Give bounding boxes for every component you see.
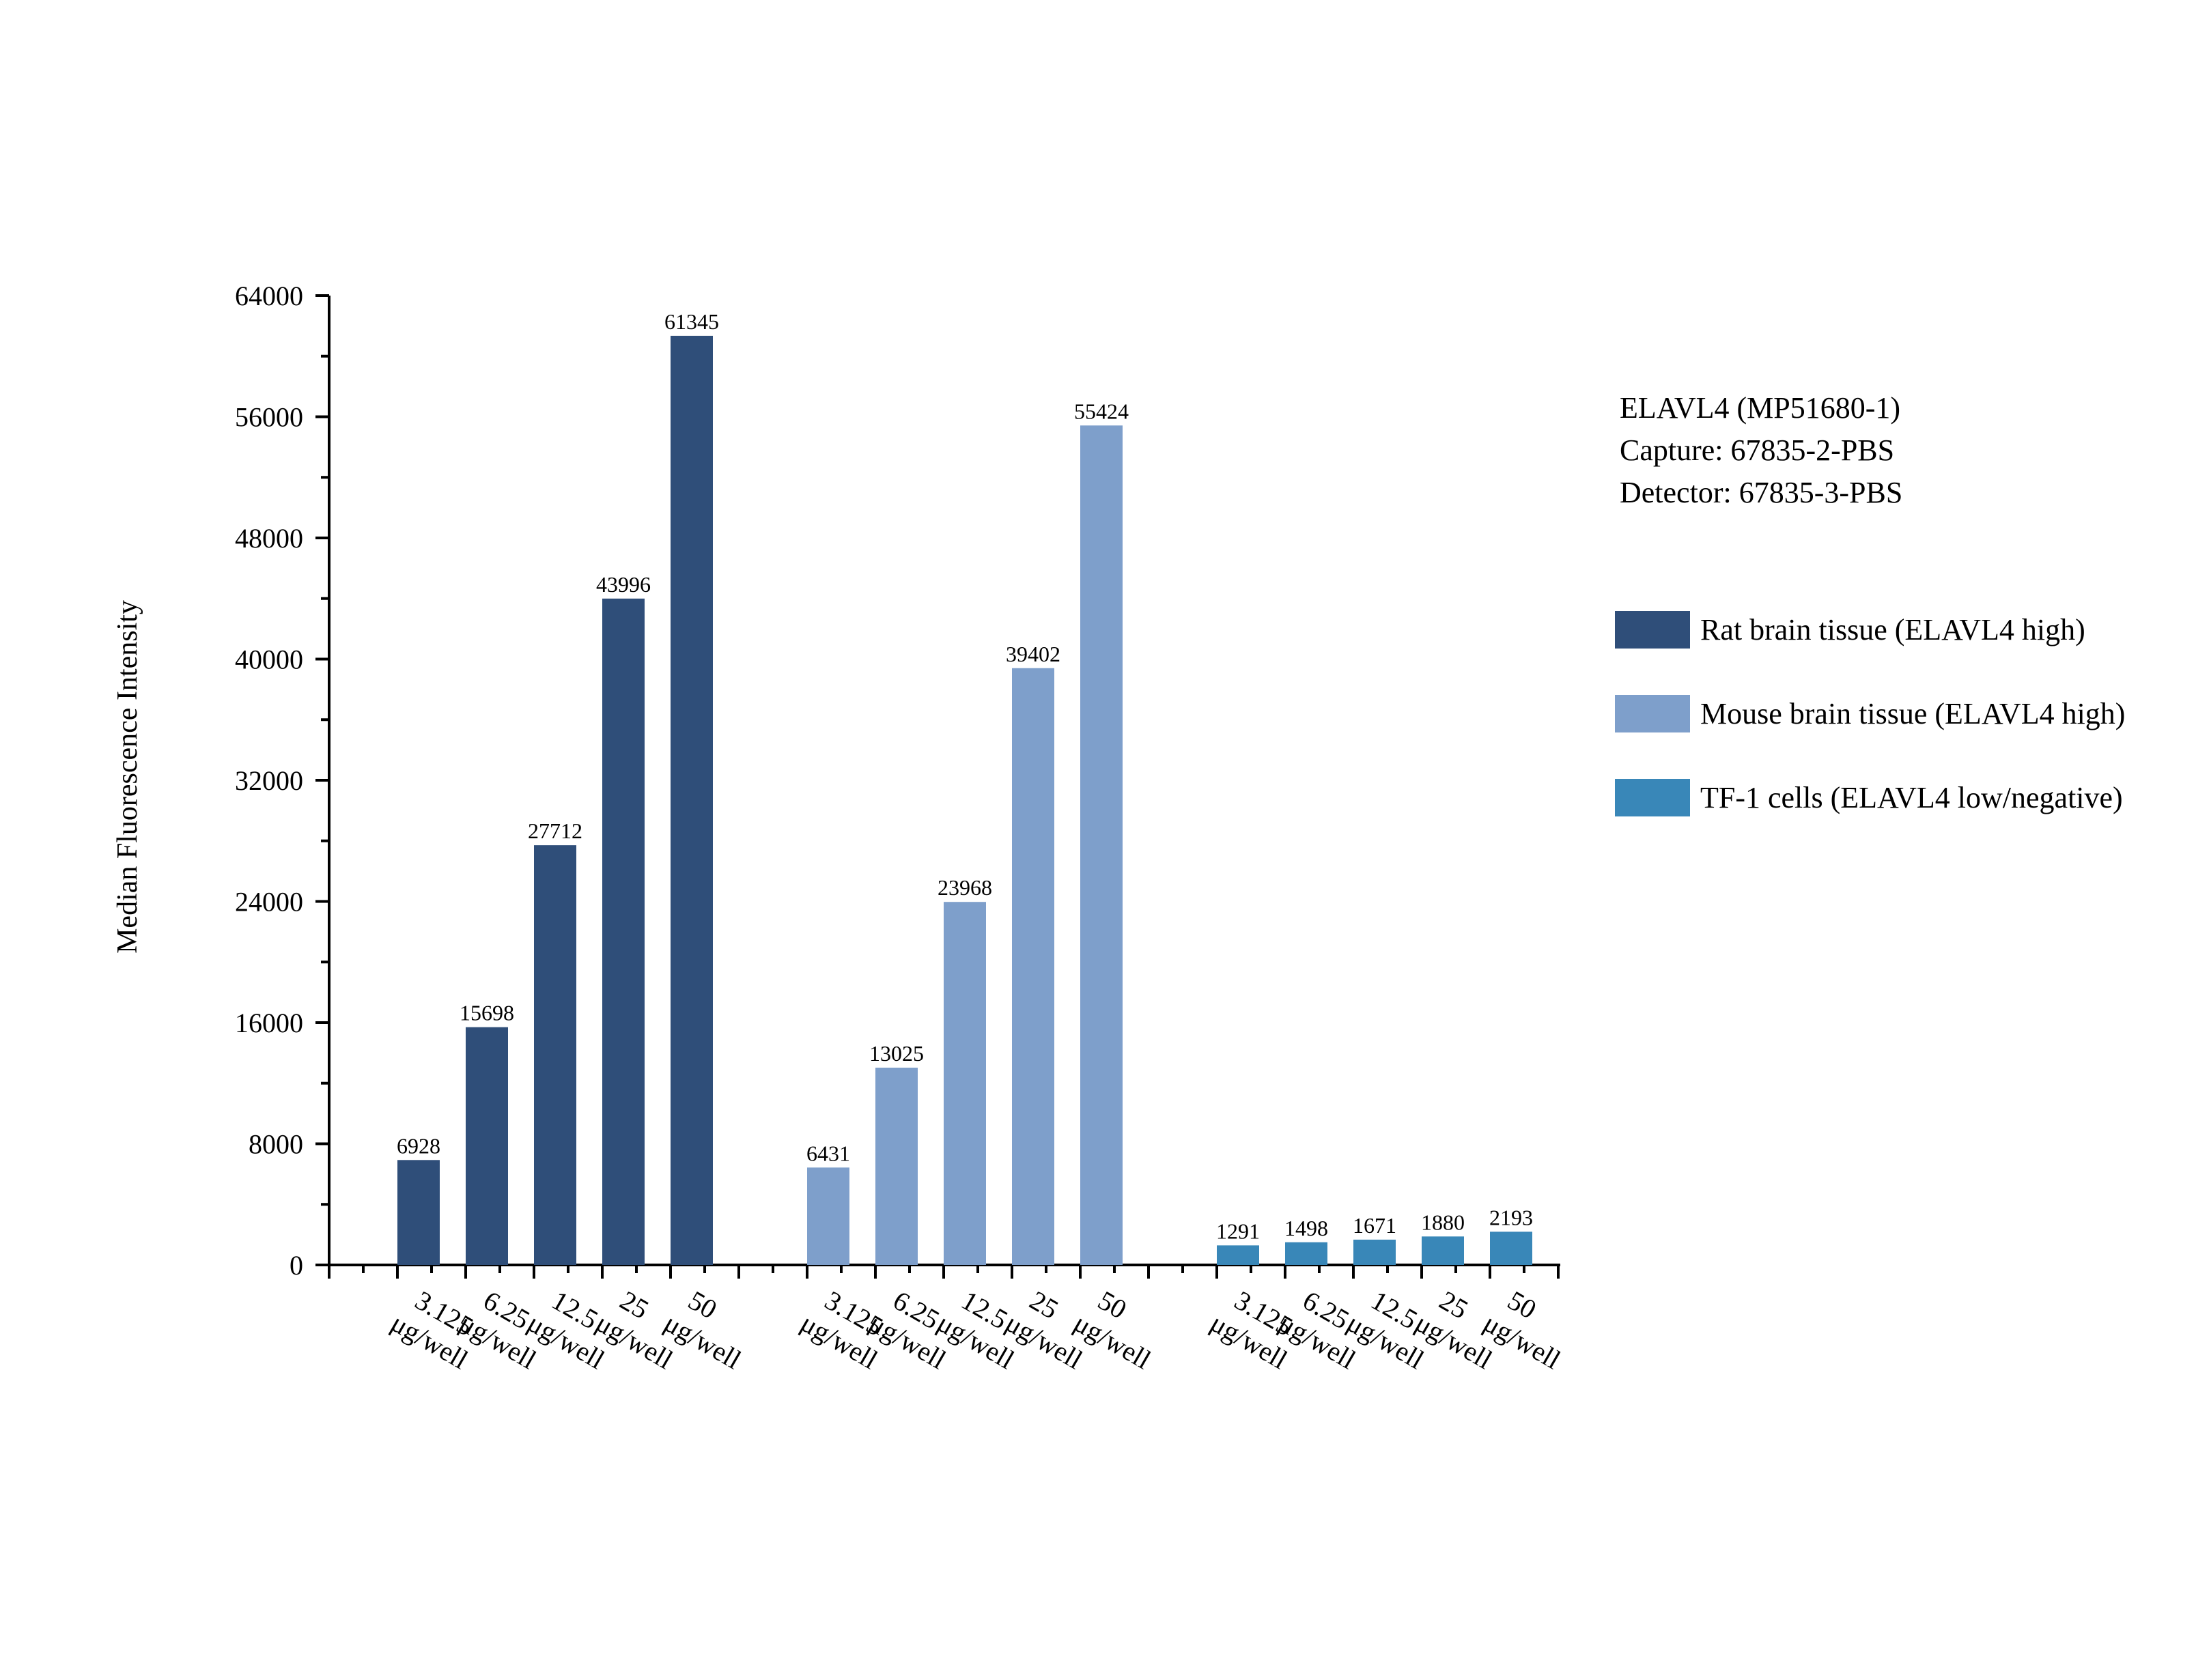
bar-value-label: 39402 bbox=[1006, 642, 1060, 666]
bar-value-label: 2193 bbox=[1489, 1205, 1533, 1229]
bar-value-label: 27712 bbox=[528, 818, 582, 843]
legend-swatch bbox=[1615, 779, 1690, 816]
bar-value-label: 23968 bbox=[938, 875, 992, 900]
bar bbox=[875, 1068, 918, 1265]
bar-value-label: 43996 bbox=[596, 572, 651, 597]
y-axis-label: Median Fluorescence Intensity bbox=[112, 600, 143, 954]
bar-value-label: 13025 bbox=[869, 1041, 924, 1066]
bar bbox=[1217, 1245, 1259, 1265]
y-tick-label: 16000 bbox=[235, 1008, 303, 1038]
annotation-line: Capture: 67835-2-PBS bbox=[1620, 433, 1894, 467]
annotation-line: Detector: 67835-3-PBS bbox=[1620, 476, 1902, 509]
value-labels-layer: 6928 15698 27712 43996 61345 6431 13025 23968 39… bbox=[397, 309, 1533, 1243]
bar-value-label: 1498 bbox=[1284, 1216, 1328, 1240]
bar bbox=[1422, 1236, 1464, 1265]
y-tick-label: 64000 bbox=[235, 281, 303, 311]
bar bbox=[671, 335, 713, 1265]
bar-value-label: 1880 bbox=[1421, 1210, 1465, 1234]
legend-swatch bbox=[1615, 611, 1690, 649]
y-tick-label: 56000 bbox=[235, 402, 303, 433]
bar bbox=[807, 1167, 849, 1265]
legend-label: TF-1 cells (ELAVL4 low/negative) bbox=[1700, 781, 2123, 814]
bar bbox=[944, 902, 986, 1265]
axes: 0 8000 16000 24000 32000 40000 48000 56000 64000 bbox=[235, 281, 1560, 1281]
bar-value-label: 61345 bbox=[664, 309, 719, 334]
bar bbox=[1012, 668, 1054, 1265]
bar-value-label: 1671 bbox=[1353, 1213, 1396, 1238]
y-tick-label: 48000 bbox=[235, 523, 303, 554]
y-tick-label: 32000 bbox=[235, 765, 303, 796]
bar-value-label: 15698 bbox=[460, 1001, 514, 1025]
bar-value-label: 6928 bbox=[397, 1133, 440, 1158]
y-tick-label: 8000 bbox=[249, 1129, 303, 1160]
legend-swatch bbox=[1615, 695, 1690, 732]
bar bbox=[1080, 425, 1123, 1265]
bar bbox=[534, 845, 576, 1265]
legend: Rat brain tissue (ELAVL4 high) Mouse brai… bbox=[1615, 611, 2125, 816]
bar bbox=[1353, 1239, 1396, 1265]
bar-value-label: 6431 bbox=[806, 1141, 850, 1165]
bar bbox=[1285, 1242, 1327, 1265]
bar-value-label: 55424 bbox=[1074, 399, 1129, 423]
bar-value-label: 1291 bbox=[1216, 1219, 1260, 1243]
legend-label: Rat brain tissue (ELAVL4 high) bbox=[1700, 613, 2085, 646]
y-tick-label: 0 bbox=[290, 1250, 303, 1281]
annotation-text: ELAVL4 (MP51680-1) Capture: 67835-2-PBS De… bbox=[1620, 391, 1902, 509]
bar bbox=[397, 1160, 440, 1265]
y-tick-label: 24000 bbox=[235, 887, 303, 917]
annotation-line: ELAVL4 (MP51680-1) bbox=[1620, 391, 1900, 425]
bar bbox=[1490, 1231, 1532, 1265]
y-tick-label: 40000 bbox=[235, 644, 303, 675]
legend-label: Mouse brain tissue (ELAVL4 high) bbox=[1700, 697, 2125, 730]
bars-layer bbox=[397, 335, 1532, 1265]
bar bbox=[466, 1027, 508, 1265]
bar bbox=[602, 598, 645, 1265]
